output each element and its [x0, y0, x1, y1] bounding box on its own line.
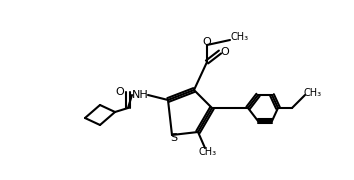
Text: CH₃: CH₃ [304, 88, 322, 98]
Text: O: O [202, 37, 211, 47]
Text: O: O [221, 47, 229, 57]
Text: NH: NH [132, 90, 148, 100]
Text: O: O [116, 87, 124, 97]
Text: S: S [170, 133, 178, 143]
Text: CH₃: CH₃ [231, 32, 249, 42]
Text: CH₃: CH₃ [199, 147, 217, 157]
